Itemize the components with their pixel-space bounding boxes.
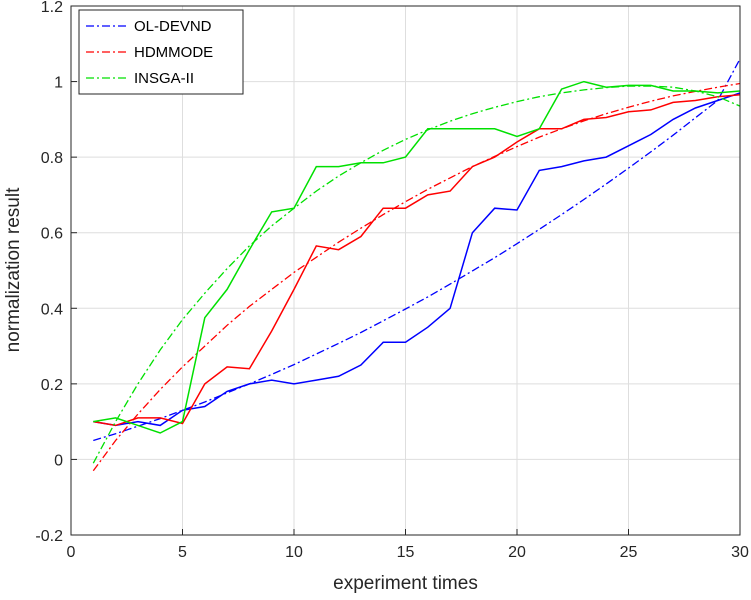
x-tick-label: 5	[178, 544, 187, 561]
y-tick-label: 0.2	[41, 377, 63, 394]
legend-label-ol-devnd: OL-DEVND	[134, 18, 212, 35]
series-line-insga-ii	[93, 80, 740, 434]
y-axis-label: normalization result	[3, 187, 24, 352]
y-tick-label: 1.2	[41, 0, 63, 16]
y-tick-label: 0.4	[41, 301, 63, 318]
ticks: 0 5 10 15 20 25 30-0.200.20.40.60.811.2	[35, 0, 749, 561]
y-tick-label: 0	[54, 452, 63, 469]
x-tick-label: 30	[731, 544, 749, 561]
series-layer	[92, 58, 740, 472]
series-line-ol-devnd	[93, 92, 740, 427]
x-tick-label: 0	[67, 544, 76, 561]
y-tick-label: -0.2	[35, 528, 63, 545]
x-tick-label: 15	[397, 544, 415, 561]
series-fit-hdmmode	[92, 82, 740, 472]
y-tick-label: 1	[54, 75, 63, 92]
y-tick-label: 0.8	[41, 150, 63, 167]
legend-label-insga-ii: INSGA-II	[134, 70, 194, 87]
y-tick-label: 0.6	[41, 226, 63, 243]
x-tick-label: 10	[285, 544, 303, 561]
legend-label-hdmmode: HDMMODE	[134, 44, 213, 61]
series-fit-ol-devnd	[93, 58, 740, 442]
x-axis-label: experiment times	[333, 573, 478, 594]
x-tick-label: 25	[620, 544, 638, 561]
series-line-hdmmode	[93, 94, 740, 427]
x-tick-label: 20	[508, 544, 526, 561]
legend: OL-DEVND HDMMODE INSGA-II	[78, 9, 244, 95]
